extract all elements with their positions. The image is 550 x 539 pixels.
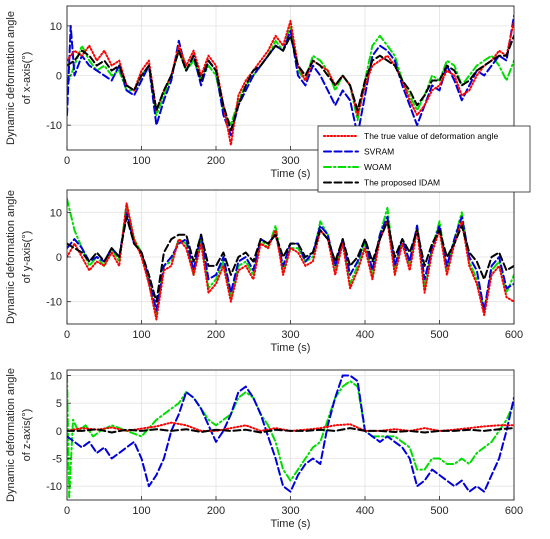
panel-z: 0 100 200 300 400 500 600 -10 -5 0 5 10 Time (s) Dyna… — [5, 368, 523, 530]
y-tick-label: 5 — [56, 398, 62, 410]
x-tick-label: 200 — [207, 155, 225, 167]
x-tick-label: 400 — [356, 505, 374, 517]
x-tick-label: 500 — [430, 329, 448, 341]
x-tick-label: 0 — [64, 505, 70, 517]
y-axis-label-line2: of y-axis(°) — [21, 231, 33, 284]
y-tick-label: 10 — [50, 371, 62, 383]
legend-entry: SVRAM — [364, 147, 394, 157]
panel-y: 0 100 200 300 400 500 600 -10 0 10 Time (s) Dynamic… — [5, 189, 523, 354]
legend-box — [317, 125, 531, 193]
y-tick-label: 0 — [56, 252, 62, 264]
x-tick-label: 300 — [281, 155, 299, 167]
y-tick-label: -5 — [52, 454, 62, 466]
x-tick-label: 600 — [505, 329, 523, 341]
series-group — [67, 14, 514, 146]
series-line-the-proposed-idam — [67, 215, 514, 303]
y-tick-label: -10 — [46, 297, 62, 309]
x-tick-label: 300 — [281, 505, 299, 517]
x-tick-label: 500 — [430, 505, 448, 517]
x-tick-label: 300 — [281, 329, 299, 341]
x-tick-label: 400 — [356, 329, 374, 341]
y-tick-label: -10 — [46, 120, 62, 132]
y-axis-label-line1: Dynamic deformation angle — [5, 190, 17, 324]
y-tick-label: 0 — [56, 426, 62, 438]
legend: The true value of deformation angle SVRAM… — [317, 125, 531, 193]
x-axis-label: Time (s) — [271, 168, 311, 180]
x-tick-label: 100 — [132, 329, 150, 341]
series-line-svram — [67, 374, 514, 493]
x-tick-label: 0 — [64, 155, 70, 167]
x-tick-label: 600 — [505, 505, 523, 517]
y-tick-label: -10 — [46, 481, 62, 493]
y-tick-label: 10 — [50, 207, 62, 219]
legend-entry: WOAM — [364, 162, 391, 172]
series-group — [67, 374, 514, 499]
y-axis-label-line2: of x-axis(°) — [21, 52, 33, 105]
y-axis-label-line1: Dynamic deformation angle — [5, 11, 17, 145]
x-tick-label: 0 — [64, 329, 70, 341]
y-axis-label-line2: of z-axis(°) — [21, 409, 33, 462]
legend-entry: The proposed IDAM — [364, 178, 440, 188]
series-line-the-proposed-idam — [67, 34, 514, 132]
x-tick-label: 200 — [207, 505, 225, 517]
x-axis-label: Time (s) — [271, 518, 311, 530]
y-tick-label: 10 — [50, 21, 62, 33]
series-line-svram — [67, 14, 514, 137]
x-tick-label: 200 — [207, 329, 225, 341]
x-tick-label: 100 — [132, 505, 150, 517]
series-group — [67, 197, 514, 321]
legend-entry: The true value of deformation angle — [364, 131, 498, 141]
x-axis-label: Time (s) — [271, 342, 311, 354]
x-tick-label: 100 — [132, 155, 150, 167]
y-tick-label: 0 — [56, 71, 62, 83]
series-line-woam — [67, 374, 514, 499]
series-line-the-proposed-idam — [67, 427, 514, 434]
y-axis-label-line1: Dynamic deformation angle — [5, 368, 17, 502]
series-line-the-true-value-of-deformation-angle — [67, 19, 514, 146]
